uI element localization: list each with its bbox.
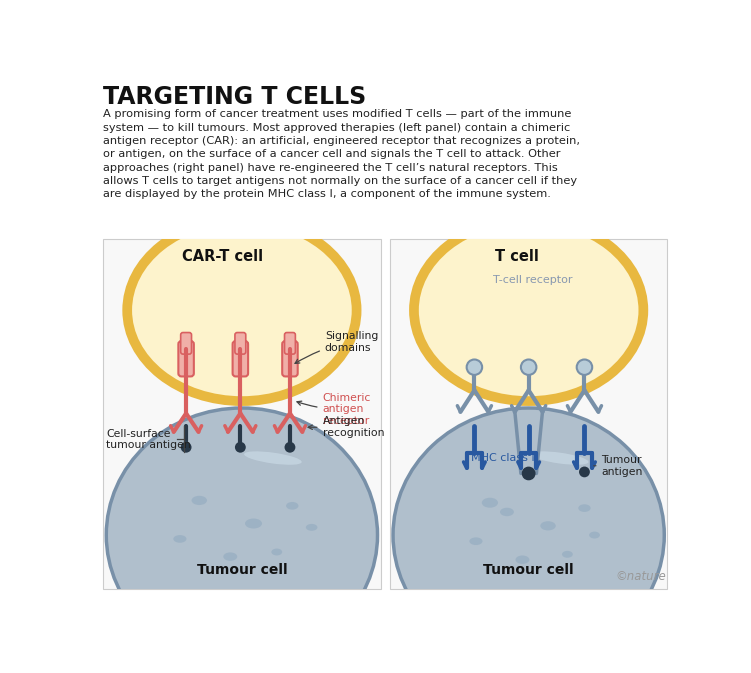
FancyBboxPatch shape — [285, 332, 295, 354]
Circle shape — [577, 359, 593, 375]
Text: ©nature: ©nature — [615, 570, 666, 583]
Ellipse shape — [393, 408, 665, 662]
Text: MHC class I: MHC class I — [471, 453, 534, 463]
Text: CAR-T cell: CAR-T cell — [182, 248, 263, 264]
Ellipse shape — [469, 537, 483, 545]
Ellipse shape — [107, 408, 378, 662]
Ellipse shape — [562, 551, 573, 558]
Circle shape — [285, 442, 295, 453]
Text: TARGETING T CELLS: TARGETING T CELLS — [103, 85, 366, 108]
Text: Tumour
antigen: Tumour antigen — [594, 455, 643, 476]
Circle shape — [579, 466, 590, 477]
FancyBboxPatch shape — [103, 239, 381, 589]
Text: A promising form of cancer treatment uses modified T cells — part of the immune
: A promising form of cancer treatment use… — [103, 109, 581, 199]
Ellipse shape — [531, 452, 589, 465]
Ellipse shape — [481, 498, 498, 507]
Circle shape — [523, 467, 535, 480]
Ellipse shape — [306, 524, 318, 531]
Text: Antigen
recognition: Antigen recognition — [308, 417, 384, 438]
Circle shape — [235, 442, 246, 453]
Ellipse shape — [245, 518, 262, 528]
FancyBboxPatch shape — [233, 341, 248, 376]
Text: Chimeric
antigen
receptor: Chimeric antigen receptor — [297, 392, 371, 426]
Ellipse shape — [127, 219, 357, 401]
Ellipse shape — [540, 521, 556, 530]
Ellipse shape — [286, 502, 298, 509]
Ellipse shape — [500, 507, 514, 516]
Circle shape — [466, 359, 482, 375]
FancyBboxPatch shape — [178, 341, 194, 376]
Ellipse shape — [223, 553, 237, 561]
Ellipse shape — [589, 532, 600, 538]
Text: T cell: T cell — [495, 248, 539, 264]
Ellipse shape — [578, 504, 590, 512]
Ellipse shape — [192, 496, 207, 505]
Text: T-cell receptor: T-cell receptor — [493, 275, 572, 285]
Text: Tumour cell: Tumour cell — [197, 563, 287, 577]
Text: Signalling
domains: Signalling domains — [295, 331, 379, 363]
FancyBboxPatch shape — [282, 341, 297, 376]
FancyBboxPatch shape — [390, 239, 668, 589]
Text: Tumour cell: Tumour cell — [484, 563, 574, 577]
FancyBboxPatch shape — [181, 332, 192, 354]
Circle shape — [521, 359, 536, 375]
Circle shape — [181, 442, 192, 453]
Ellipse shape — [173, 535, 186, 542]
FancyBboxPatch shape — [235, 332, 246, 354]
Ellipse shape — [244, 452, 302, 465]
Ellipse shape — [414, 219, 644, 401]
Ellipse shape — [515, 555, 529, 564]
Circle shape — [523, 467, 535, 480]
Ellipse shape — [271, 548, 282, 555]
Text: Cell-surface
tumour antigen: Cell-surface tumour antigen — [107, 429, 191, 450]
